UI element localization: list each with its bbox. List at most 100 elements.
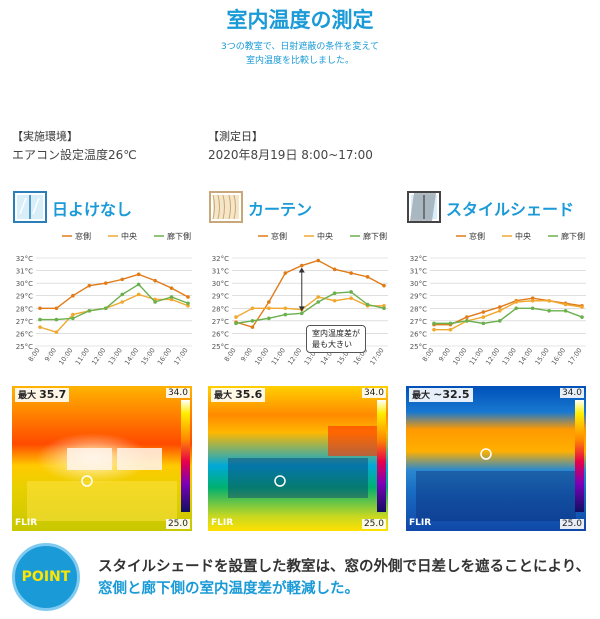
flir-logo: FLIR: [211, 518, 234, 528]
data-point: [120, 300, 125, 304]
data-point: [136, 292, 141, 297]
data-point: [120, 277, 125, 282]
data-point: [136, 272, 141, 277]
max-temp-value: 35.7: [39, 388, 67, 401]
data-point: [71, 316, 75, 321]
data-point: [316, 258, 321, 263]
data-point: [332, 291, 337, 295]
max-temp-value: ~32.5: [433, 388, 470, 401]
data-point: [432, 327, 436, 332]
series-line: [235, 291, 385, 325]
data-point: [267, 316, 271, 321]
data-point: [267, 300, 271, 304]
x-tick-label: 9:00: [437, 347, 452, 364]
y-tick-label: 25°C: [16, 343, 33, 351]
y-tick-label: 26°C: [16, 330, 33, 338]
x-tick-label: 10:00: [253, 347, 270, 367]
data-point: [54, 330, 59, 334]
y-tick-label: 28°C: [16, 305, 33, 313]
data-point: [514, 300, 519, 304]
series-line: [434, 300, 583, 331]
data-point: [481, 321, 486, 326]
data-point: [153, 300, 157, 304]
page-title: 室内温度の測定: [226, 8, 374, 32]
y-tick-label: 30°C: [212, 280, 229, 288]
data-point: [250, 319, 255, 323]
x-tick-label: 12:00: [286, 347, 303, 367]
x-tick-label: 14:00: [123, 347, 140, 367]
data-point: [299, 263, 304, 268]
x-tick-label: 11:00: [74, 347, 91, 367]
color-scale: [575, 400, 584, 512]
thermal-image-curtain: 最大 35.6 34.0 25.0 FLIR: [208, 386, 388, 531]
data-point: [563, 302, 568, 307]
data-point: [432, 321, 436, 326]
data-point: [497, 309, 502, 313]
thermal-scene: [416, 448, 576, 521]
data-point: [71, 293, 75, 298]
curtain-icon: [209, 191, 243, 223]
data-point: [283, 271, 288, 275]
window-icon: [13, 191, 47, 223]
data-point: [283, 312, 288, 317]
y-tick-label: 26°C: [410, 330, 427, 338]
max-temp-readout: 最大 ~32.5: [409, 388, 473, 402]
line-chart-curtain: 窓側 中央 廊下側25°C26°C27°C28°C29°C30°C31°C32°C8…: [212, 231, 388, 367]
point-badge: POINT: [12, 543, 80, 611]
panel-title: スタイルシェード: [446, 200, 575, 219]
y-tick-label: 31°C: [410, 268, 427, 276]
data-point: [186, 295, 190, 299]
y-tick-label: 32°C: [212, 255, 229, 263]
data-point: [465, 315, 469, 319]
data-point: [250, 325, 255, 329]
panel-curtain: カーテン 窓側 中央 廊下側 25°C 26°C 27°C 28°C 29°C 30°C 31°C…: [206, 188, 392, 533]
x-tick-label: 12:00: [484, 347, 501, 367]
line-chart-no-shade: 窓側 中央 廊下側25°C26°C27°C28°C29°C30°C31°C32°C8…: [16, 231, 192, 367]
flir-logo: FLIR: [409, 518, 432, 528]
legend-label: 窓側: [469, 231, 485, 241]
legend-label: 中央: [317, 231, 333, 241]
scale-max: 34.0: [361, 388, 386, 398]
x-tick-label: 17:00: [368, 347, 385, 367]
data-point: [465, 319, 469, 323]
legend-label: 中央: [121, 231, 137, 241]
data-point: [349, 296, 353, 301]
data-point: [169, 295, 174, 299]
flir-logo: FLIR: [15, 518, 38, 528]
y-tick-label: 25°C: [212, 343, 229, 351]
data-point: [448, 327, 453, 332]
y-tick-label: 27°C: [16, 318, 33, 326]
scale-max: 34.0: [559, 388, 584, 398]
data-point: [153, 278, 157, 283]
data-point: [87, 283, 92, 288]
y-tick-label: 30°C: [16, 280, 33, 288]
data-point: [497, 305, 502, 309]
y-tick-label: 27°C: [410, 318, 427, 326]
panel-no-shade: 日よけなし 窓側 中央 廊下側 25°C 26°C 27°C 28°C 29°C 30°C 31°…: [10, 188, 196, 533]
panel-title: 日よけなし: [52, 200, 133, 219]
x-tick-label: 9:00: [43, 347, 58, 364]
x-tick-label: 10:00: [451, 347, 468, 367]
data-point: [382, 303, 386, 308]
env-label: 【実施環境】: [12, 130, 78, 143]
y-tick-label: 29°C: [16, 293, 33, 301]
data-point: [349, 290, 353, 294]
series-line: [40, 283, 189, 321]
x-tick-label: 14:00: [517, 347, 534, 367]
x-tick-label: 16:00: [156, 347, 173, 367]
y-tick-label: 28°C: [410, 305, 427, 313]
chart-annotation: 室内温度差が 最も大きい: [306, 325, 366, 353]
data-point: [365, 302, 370, 307]
subtitle-line-2: 室内温度を比較しました。: [245, 56, 354, 66]
y-tick-label: 32°C: [410, 255, 427, 263]
series-line: [434, 307, 583, 325]
series-line: [40, 273, 189, 309]
thermal-scene: [27, 448, 177, 521]
data-point: [547, 298, 551, 303]
data-point: [71, 312, 75, 317]
data-point: [514, 306, 519, 311]
data-point: [580, 315, 584, 319]
data-point: [481, 310, 486, 314]
x-tick-label: 17:00: [172, 347, 189, 367]
y-tick-label: 29°C: [410, 293, 427, 301]
